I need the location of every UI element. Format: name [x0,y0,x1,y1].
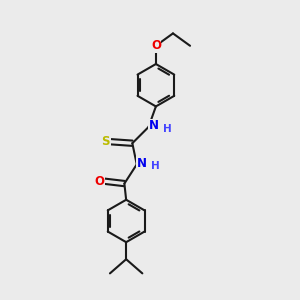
Text: O: O [151,39,161,52]
Text: O: O [94,175,104,188]
Text: H: H [163,124,171,134]
Text: N: N [137,157,147,170]
Text: N: N [149,119,159,132]
Text: H: H [151,161,160,171]
Text: S: S [102,135,110,148]
